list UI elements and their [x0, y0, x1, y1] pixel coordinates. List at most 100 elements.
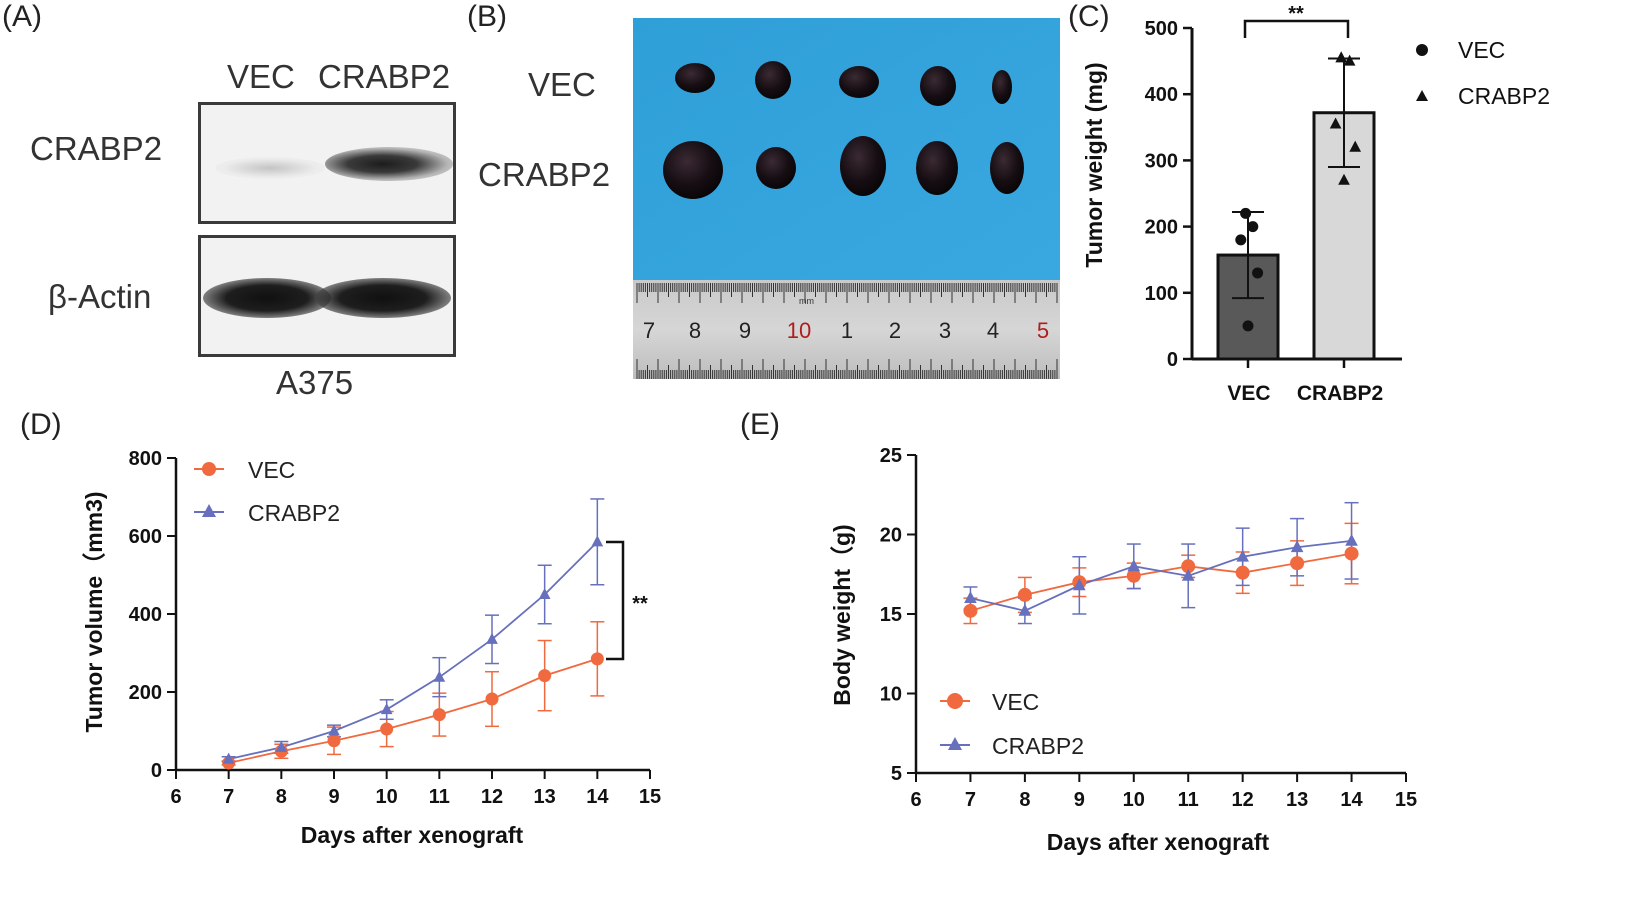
chart-e-series — [963, 501, 1359, 625]
chart-c-ytick-label: 0 — [1167, 349, 1178, 371]
chart-e-point-crabp2 — [1290, 540, 1304, 553]
tumor — [839, 66, 879, 98]
ruler-number: 3 — [939, 318, 951, 343]
tumor — [756, 147, 796, 189]
chart-c-bars — [1216, 111, 1376, 361]
chart-d-xtick-label: 9 — [328, 786, 339, 808]
tumor — [675, 63, 715, 93]
chart-d-ytick-label: 800 — [129, 448, 162, 470]
chart-c-point — [1335, 51, 1348, 63]
chart-e-xtick-label: 15 — [1395, 789, 1417, 811]
ruler-unit: mm — [799, 296, 814, 306]
chart-e-point-vec — [1017, 587, 1032, 602]
chart-d-point-crabp2 — [380, 703, 393, 715]
chart-d-point-vec — [485, 692, 499, 706]
chart-d-point-vec — [590, 652, 604, 666]
chart-e-xtick-label: 9 — [1074, 789, 1085, 811]
chart-d-point-vec — [432, 708, 446, 722]
chart-e-legend-crabp2: CRABP2 — [992, 733, 1084, 759]
blot-actin-panel — [198, 235, 456, 357]
chart-e-legend-marker-crabp2 — [948, 737, 962, 750]
chart-e-point-crabp2 — [1127, 559, 1141, 572]
chart-e-point-crabp2 — [1181, 568, 1195, 581]
chart-e-point-crabp2 — [1345, 533, 1358, 546]
ruler-ticks — [636, 283, 1058, 379]
chart-e-point-crabp2 — [1073, 578, 1086, 591]
chart-d-ytick-label: 600 — [129, 526, 162, 548]
chart-d-xtick-label: 6 — [170, 786, 181, 808]
chart-e-point-vec — [963, 603, 978, 618]
chart-d-significance: ** — [632, 593, 648, 615]
chart-e-ytick-label: 20 — [880, 525, 902, 547]
chart-d-xlabel: Days after xenograft — [301, 822, 524, 848]
chart-e-point-vec — [1126, 568, 1141, 583]
chart-c-point — [1240, 207, 1252, 219]
chart-e-ylabel: Body weight（g) — [829, 524, 855, 705]
chart-d-xtick-label: 8 — [276, 786, 287, 808]
photo-row-vec: VEC — [528, 66, 596, 103]
chart-e-point-vec — [1344, 546, 1359, 561]
actin-band-vec — [203, 278, 331, 318]
blot-cell-line: A375 — [276, 364, 354, 401]
chart-d-xtick-label: 15 — [639, 786, 661, 808]
chart-d-ytick-label: 200 — [129, 682, 162, 704]
panel-c-label: (C) — [1068, 0, 1110, 33]
chart-c-points — [1235, 51, 1362, 332]
chart-d-legend-marker-crabp2 — [202, 504, 216, 517]
chart-c-point — [1242, 320, 1254, 332]
chart-c-significance: ** — [1288, 3, 1304, 25]
chart-e-xtick-label: 8 — [1019, 789, 1030, 811]
ruler-number: 5 — [1037, 318, 1049, 343]
chart-e-xtick-label: 10 — [1123, 789, 1145, 811]
chart-c-point — [1338, 173, 1350, 185]
ruler-number: 10 — [787, 318, 811, 343]
chart-c-ytick-label: 100 — [1145, 283, 1178, 305]
chart-c-xtick-crabp2: CRABP2 — [1297, 382, 1383, 405]
chart-e-ytick-label: 15 — [880, 604, 902, 626]
chart-d-xtick-label: 13 — [534, 786, 556, 808]
chart-c-point — [1235, 234, 1247, 246]
tumor — [992, 70, 1012, 104]
chart-d-axes: 0 200 400 600 800 6 7 8 9 10 11 12 13 14 15 — [129, 448, 662, 808]
chart-d-point-crabp2 — [486, 632, 498, 644]
crabp2-band-vec — [215, 157, 325, 179]
chart-c-xtick-vec: VEC — [1227, 382, 1270, 405]
chart-d-ytick-label: 400 — [129, 604, 162, 626]
tumor — [990, 142, 1024, 194]
chart-c-point — [1349, 140, 1362, 152]
chart-d-point-vec — [327, 734, 341, 748]
chart-e-xtick-label: 6 — [910, 789, 921, 811]
chart-c-legend-marker-crabp2 — [1416, 90, 1428, 101]
chart-d-series — [221, 498, 605, 770]
chart-e-ytick-label: 5 — [891, 763, 902, 785]
chart-d-series-line-crabp2 — [228, 541, 598, 760]
chart-c-point — [1343, 54, 1356, 66]
blot-lane-crabp2: CRABP2 — [318, 58, 451, 95]
chart-d-xtick-label: 10 — [376, 786, 398, 808]
ruler-number: 9 — [739, 318, 751, 343]
chart-c-axes: 0 100 200 300 400 500 — [1145, 18, 1402, 371]
chart-c-ytick-label: 200 — [1145, 217, 1178, 239]
chart-d-xtick-label: 11 — [429, 786, 450, 808]
tumor-photo-svg: 7 8 9 10 1 2 3 4 5 mm — [633, 18, 1060, 379]
blot-row-actin: β-Actin — [48, 278, 152, 315]
chart-d-point-crabp2 — [591, 535, 604, 547]
chart-d-point-crabp2 — [222, 752, 235, 764]
chart-c-ylabel: Tumor weight (mg) — [1081, 62, 1107, 267]
tumors-vec-row — [675, 61, 1012, 106]
tumor — [916, 141, 958, 195]
chart-d-point-crabp2 — [538, 588, 551, 600]
chart-e-xtick-label: 13 — [1286, 789, 1308, 811]
chart-c-legend-crabp2: CRABP2 — [1458, 83, 1550, 109]
chart-e-ytick-label: 25 — [880, 445, 902, 467]
chart-e: 5 10 15 20 25 6 7 8 9 10 11 12 13 14 15 Body weight（g)… — [829, 445, 1417, 855]
tumor — [755, 61, 791, 99]
chart-c-ytick-label: 300 — [1145, 150, 1178, 172]
chart-d-legend-crabp2: CRABP2 — [248, 500, 340, 526]
chart-d-sig-bracket — [606, 540, 625, 661]
ruler-number: 1 — [841, 318, 853, 343]
chart-d-xtick-label: 12 — [481, 786, 503, 808]
chart-c-ytick-label: 400 — [1145, 84, 1178, 106]
panel-d-label: (D) — [20, 408, 62, 441]
chart-e-point-crabp2 — [1236, 549, 1249, 562]
